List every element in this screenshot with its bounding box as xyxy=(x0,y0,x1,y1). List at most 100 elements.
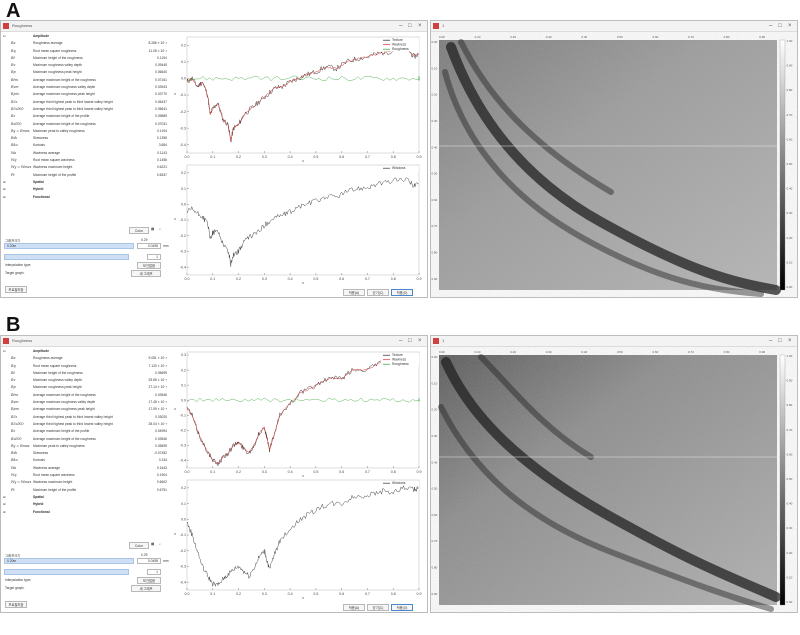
close-button[interactable]: 닫기(C) xyxy=(367,289,389,296)
expand-icon[interactable]: ⊞ xyxy=(3,179,6,184)
close-icon[interactable]: × xyxy=(418,23,422,29)
image-titlebar[interactable]: 1 – □ × xyxy=(431,21,797,32)
cutoff-field[interactable]: 0.20m xyxy=(4,243,134,249)
maximize-icon[interactable]: □ xyxy=(778,338,782,344)
maximize-icon[interactable]: □ xyxy=(408,23,412,29)
cutoff-input[interactable]: 0.0498 xyxy=(137,558,161,564)
parameter-row[interactable]: Rv Maximum roughness valley depth 0.09445 xyxy=(1,62,171,69)
expand-icon[interactable]: ⊞ xyxy=(3,494,6,499)
parameter-row[interactable]: Wa Waviness average 0.1643 xyxy=(1,465,171,472)
cutoff-input[interactable]: 0.0498 xyxy=(137,243,161,249)
tree-group-spatial[interactable]: ⊞ Spatial xyxy=(1,494,171,501)
colorbar-tick: 0.60 xyxy=(787,452,793,456)
parameter-row[interactable]: Rq Root mean square roughness 11.08 × 10⁻² xyxy=(1,48,171,55)
image-titlebar[interactable]: 1 – □ × xyxy=(431,336,797,347)
thickness-slider[interactable] xyxy=(4,569,129,575)
parameter-row[interactable]: Rku Kurtosis 3.684 xyxy=(1,142,171,149)
parameter-row[interactable]: Rz Average maximum height of the profile 0… xyxy=(1,428,171,435)
parameter-row[interactable]: Pt Maximum height of the profile 0.6537 xyxy=(1,172,171,179)
interpolation-select[interactable]: 보간없음 xyxy=(137,577,161,584)
parameter-row[interactable]: R3z Average third highest peak to third l… xyxy=(1,99,171,106)
parameter-row[interactable]: Ra Roughness average 9.051 × 10⁻² xyxy=(1,355,171,362)
close-icon[interactable]: × xyxy=(418,338,422,344)
parameter-row[interactable]: Rtm Average maximum height of the roughne… xyxy=(1,77,171,84)
ok-button[interactable]: 적용(O) xyxy=(391,289,413,296)
parameter-row[interactable]: Ry = Rmax Maximum peak to valley roughnes… xyxy=(1,443,171,450)
parameter-row[interactable]: Wa Waviness average 0.1143 xyxy=(1,150,171,157)
collapse-icon[interactable]: ⊟ xyxy=(3,34,6,38)
close-button[interactable]: 닫기(C) xyxy=(367,604,389,611)
color-button[interactable]: Color xyxy=(129,227,149,234)
expand-icon[interactable]: ⊞ xyxy=(3,502,6,507)
close-icon[interactable]: × xyxy=(788,23,792,29)
parameter-row[interactable]: Rsk Skewness -0.07452 xyxy=(1,450,171,457)
parameter-row[interactable]: Rvm Average maximum roughness valley dept… xyxy=(1,84,171,91)
parameter-row[interactable]: Wq Root mean square waviness 0.1456 xyxy=(1,157,171,164)
parameter-row[interactable]: RzISO Average maximum height of the rough… xyxy=(1,436,171,443)
parameter-row[interactable]: Rv Maximum roughness valley depth 29.65 × … xyxy=(1,377,171,384)
zoom-icon[interactable]: ⌕ xyxy=(159,542,161,546)
parameter-row[interactable]: R3zISO Average third highest peak to thir… xyxy=(1,106,171,113)
parameter-row[interactable]: R3zISO Average third highest peak to thir… xyxy=(1,421,171,428)
maximize-icon[interactable]: □ xyxy=(408,338,412,344)
parameter-row[interactable]: Wy = Wmax Waviness maximum height 0.6602 xyxy=(1,479,171,486)
tree-group-functional[interactable]: ⊞ Functional xyxy=(1,194,171,201)
parameter-row[interactable]: Pt Maximum height of the profile 0.6751 xyxy=(1,487,171,494)
cutoff-field[interactable]: 0.20m xyxy=(4,558,134,564)
parameter-row[interactable]: Rq Root mean square roughness 7.120 × 10⁻² xyxy=(1,363,171,370)
interpolation-select[interactable]: 보간없음 xyxy=(137,262,161,269)
parameter-row[interactable]: Rku Kurtosis 3.134 xyxy=(1,457,171,464)
parameter-row[interactable]: Ra Roughness average 8.286 × 10⁻² xyxy=(1,40,171,47)
thickness-input[interactable]: 1 xyxy=(147,254,161,260)
apply-button[interactable]: 적용(A) xyxy=(343,604,365,611)
parameter-row[interactable]: Wy = Wmax Waviness maximum height 0.6221 xyxy=(1,164,171,171)
parameter-row[interactable]: R3z Average third highest peak to third l… xyxy=(1,414,171,421)
parameter-row[interactable]: Rp Maximum roughness peak height 27.14 × 1… xyxy=(1,384,171,391)
save-profile-button[interactable]: 프로필저장 xyxy=(5,286,27,293)
minimize-icon[interactable]: – xyxy=(769,23,773,29)
expand-icon[interactable]: ⊞ xyxy=(3,509,6,514)
minimize-icon[interactable]: – xyxy=(399,23,403,29)
thickness-input[interactable]: 1 xyxy=(147,569,161,575)
parameter-row[interactable]: Rt Maximum height of the roughness 0.1194 xyxy=(1,55,171,62)
height-map[interactable]: 0.00 0.10 0.20 0.30 0.40 0.50 0.60 0.70 0.80 0.90… xyxy=(431,32,797,298)
tree-group-spatial[interactable]: ⊞ Spatial xyxy=(1,179,171,186)
zoom-icon[interactable]: ⌕ xyxy=(159,227,161,231)
thickness-slider[interactable] xyxy=(4,254,129,260)
parameter-label: Average third highest peak to third lowe… xyxy=(33,414,113,419)
tree-group-hybrid[interactable]: ⊞ Hybrid xyxy=(1,186,171,193)
apply-button[interactable]: 적용(A) xyxy=(343,289,365,296)
tree-group-hybrid[interactable]: ⊞ Hybrid xyxy=(1,501,171,508)
window-titlebar[interactable]: Roughness – □ × xyxy=(1,21,427,32)
window-titlebar[interactable]: Roughness – □ × xyxy=(1,336,427,347)
tree-group-functional[interactable]: ⊞ Functional xyxy=(1,509,171,516)
parameter-row[interactable]: Rz Average maximum height of the profile 0… xyxy=(1,113,171,120)
target-graph-select[interactable]: 새 그래프 xyxy=(131,585,161,592)
palette-icon[interactable]: ▦ xyxy=(151,542,155,546)
tree-group-amplitude[interactable]: ⊟ Amplitude xyxy=(1,33,171,40)
parameter-row[interactable]: Rvm Average maximum roughness valley dept… xyxy=(1,399,171,406)
parameter-row[interactable]: Rt Maximum height of the roughness 0.05699 xyxy=(1,370,171,377)
parameter-row[interactable]: Rtm Average maximum height of the roughne… xyxy=(1,392,171,399)
parameter-row[interactable]: Rpm Average maximum roughness peak height… xyxy=(1,406,171,413)
parameter-row[interactable]: Rpm Average maximum roughness peak height… xyxy=(1,91,171,98)
minimize-icon[interactable]: – xyxy=(769,338,773,344)
target-graph-select[interactable]: 새 그래프 xyxy=(131,270,161,277)
parameter-row[interactable]: Rsk Skewness 0.1355 xyxy=(1,135,171,142)
collapse-icon[interactable]: ⊟ xyxy=(3,349,6,353)
parameter-row[interactable]: Rp Maximum roughness peak height 0.06640 xyxy=(1,69,171,76)
parameter-row[interactable]: RzISO Average maximum height of the rough… xyxy=(1,121,171,128)
parameter-row[interactable]: Ry = Rmax Maximum peak to valley roughnes… xyxy=(1,128,171,135)
tree-group-amplitude[interactable]: ⊟ Amplitude xyxy=(1,348,171,355)
ok-button[interactable]: 적용(O) xyxy=(391,604,413,611)
color-button[interactable]: Color xyxy=(129,542,149,549)
save-profile-button[interactable]: 프로필저장 xyxy=(5,601,27,608)
height-map[interactable]: 0.00 0.10 0.20 0.30 0.40 0.50 0.60 0.70 0.80 0.90… xyxy=(431,347,797,613)
expand-icon[interactable]: ⊞ xyxy=(3,187,6,192)
close-icon[interactable]: × xyxy=(788,338,792,344)
parameter-row[interactable]: Wq Root mean square waviness 0.1904 xyxy=(1,472,171,479)
palette-icon[interactable]: ▦ xyxy=(151,227,155,231)
minimize-icon[interactable]: – xyxy=(399,338,403,344)
expand-icon[interactable]: ⊞ xyxy=(3,194,6,199)
maximize-icon[interactable]: □ xyxy=(778,23,782,29)
